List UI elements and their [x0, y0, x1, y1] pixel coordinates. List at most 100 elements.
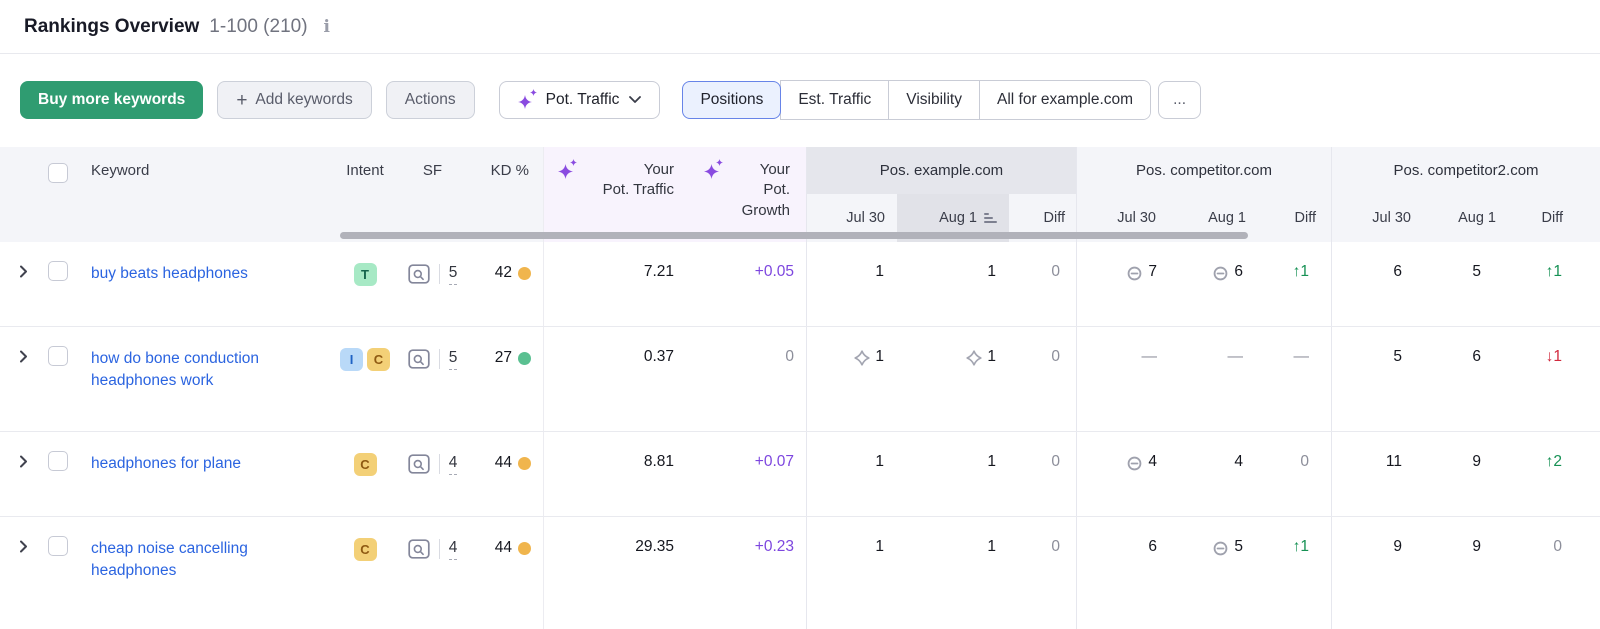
tab-visibility[interactable]: Visibility: [888, 81, 979, 119]
position-value: 1: [987, 538, 996, 555]
tab-all-for-example-com[interactable]: All for example.com: [978, 81, 1151, 119]
position-cell: 1: [896, 327, 1008, 431]
expand-row-button[interactable]: [20, 453, 28, 469]
keyword-cell: headphones for plane: [80, 432, 335, 516]
position-value: 5: [1234, 538, 1243, 555]
intent-cell: C: [335, 432, 395, 516]
keyword-cell: cheap noise cancelling headphones: [80, 517, 335, 629]
subcolumn-aug1[interactable]: Aug 1: [1458, 210, 1496, 226]
intent-badge-commercial: C: [353, 453, 377, 476]
keyword-link[interactable]: buy beats headphones: [91, 265, 248, 282]
kd-cell: 44: [470, 517, 543, 629]
position-diff: ↑1: [1545, 263, 1562, 280]
column-header-intent[interactable]: Intent: [346, 162, 384, 179]
sparkle-icon: [517, 89, 538, 110]
horizontal-scrollbar[interactable]: [340, 232, 1248, 239]
pot-traffic-cell: 0.37: [543, 327, 690, 431]
intent-badge-informational: I: [340, 348, 363, 371]
sparkle-icon: [704, 159, 723, 180]
position-cell: 1: [806, 517, 896, 629]
result-range: 1-100 (210): [209, 15, 308, 37]
position-cell: 9: [1426, 517, 1511, 629]
subcolumn-jul30[interactable]: Jul 30: [1372, 210, 1411, 226]
serp-features-count[interactable]: 4: [448, 454, 458, 475]
position-value: 1: [987, 348, 996, 365]
position-diff: ↑1: [1292, 538, 1309, 555]
pot-traffic-cell: 7.21: [543, 242, 690, 326]
serp-features-count[interactable]: 5: [448, 349, 458, 370]
position-diff: ↑1: [1292, 263, 1309, 280]
column-group-competitor-com: Pos. competitor.com Jul 30 Aug 1 Diff: [1076, 147, 1331, 242]
tab-positions[interactable]: Positions: [682, 81, 782, 119]
position-cell: —: [1171, 327, 1261, 431]
subcolumn-diff[interactable]: Diff: [1541, 210, 1564, 226]
expand-row-button[interactable]: [20, 538, 28, 554]
tabs-overflow-button[interactable]: ...: [1158, 81, 1202, 119]
kd-level-dot: [518, 457, 531, 470]
pot-growth-label-line2: Pot. Growth: [741, 181, 790, 219]
metric-dropdown[interactable]: Pot. Traffic: [498, 81, 661, 119]
serp-features-count[interactable]: 4: [448, 539, 458, 560]
column-group-competitor2-com: Pos. competitor2.com Jul 30 Aug 1 Diff: [1331, 147, 1600, 242]
column-header-pot-growth[interactable]: Your Pot. Growth: [690, 147, 806, 242]
pot-growth-value: +0.07: [754, 453, 794, 470]
expand-row-button[interactable]: [20, 263, 28, 279]
position-cell: 1: [806, 242, 896, 326]
position-cell: —: [1261, 327, 1331, 431]
position-value: 11: [1385, 453, 1402, 470]
subcolumn-jul30[interactable]: Jul 30: [846, 210, 885, 226]
add-keywords-button[interactable]: + Add keywords: [217, 81, 372, 119]
position-value: 0: [1553, 538, 1562, 555]
position-diff: ↓1: [1545, 348, 1562, 365]
column-header-kd[interactable]: KD %: [490, 162, 529, 179]
serp-features-icon[interactable]: [408, 539, 430, 559]
info-icon[interactable]: i: [323, 16, 330, 37]
keyword-cell: how do bone conduction headphones work: [80, 327, 335, 431]
row-checkbox[interactable]: [48, 261, 68, 281]
row-checkbox[interactable]: [48, 346, 68, 366]
pot-growth-value: +0.05: [754, 263, 794, 280]
position-value: 0: [1300, 453, 1309, 470]
keyword-link[interactable]: headphones for plane: [91, 455, 241, 472]
rankings-table: Keyword Intent SF KD % Your Pot. Traffic…: [0, 147, 1600, 629]
position-value: 4: [1234, 453, 1243, 470]
keyword-link[interactable]: cheap noise cancelling headphones: [91, 540, 248, 580]
column-header-pot-traffic[interactable]: Your Pot. Traffic: [543, 147, 690, 242]
table-row: buy beats headphones T 5 42 7.21 +0.05 1 1 0 7 6 ↑1…: [0, 242, 1600, 327]
kd-cell: 27: [470, 327, 543, 431]
pot-traffic-label-line2: Pot. Traffic: [602, 181, 674, 199]
serp-features-icon[interactable]: [408, 264, 430, 284]
serp-features-icon[interactable]: [408, 349, 430, 369]
subcolumn-diff[interactable]: Diff: [1294, 210, 1317, 226]
position-cell: 5: [1171, 517, 1261, 629]
column-header-sf[interactable]: SF: [422, 162, 443, 179]
tab-est-traffic[interactable]: Est. Traffic: [781, 81, 889, 119]
subcolumn-diff[interactable]: Diff: [1043, 210, 1066, 226]
subcolumn-jul30[interactable]: Jul 30: [1117, 210, 1156, 226]
divider: [438, 539, 440, 559]
actions-button[interactable]: Actions: [385, 81, 475, 119]
row-checkbox[interactable]: [48, 536, 68, 556]
pot-growth-cell: +0.07: [690, 432, 806, 516]
position-value: 1: [875, 453, 884, 470]
pot-traffic-cell: 29.35: [543, 517, 690, 629]
group-label-example-com: Pos. example.com: [807, 147, 1076, 194]
column-header-keyword[interactable]: Keyword: [91, 162, 150, 179]
pot-traffic-value: 8.81: [643, 453, 674, 470]
serp-features-count[interactable]: 5: [448, 264, 458, 285]
keyword-link[interactable]: how do bone conduction headphones work: [91, 350, 260, 390]
expand-row-button[interactable]: [20, 348, 28, 364]
buy-more-keywords-button[interactable]: Buy more keywords: [20, 81, 204, 119]
position-cell: 6: [1076, 517, 1171, 629]
select-all-checkbox[interactable]: [48, 163, 68, 183]
position-cell: —: [1076, 327, 1171, 431]
row-checkbox[interactable]: [48, 451, 68, 471]
position-cell: 6: [1331, 242, 1426, 326]
serp-features-icon[interactable]: [408, 454, 430, 474]
position-cell: 6: [1171, 242, 1261, 326]
position-value: —: [1293, 348, 1310, 365]
subcolumn-aug1[interactable]: Aug 1: [1208, 210, 1246, 226]
group-label-competitor2-com: Pos. competitor2.com: [1393, 162, 1539, 179]
kd-value: 27: [494, 349, 512, 366]
